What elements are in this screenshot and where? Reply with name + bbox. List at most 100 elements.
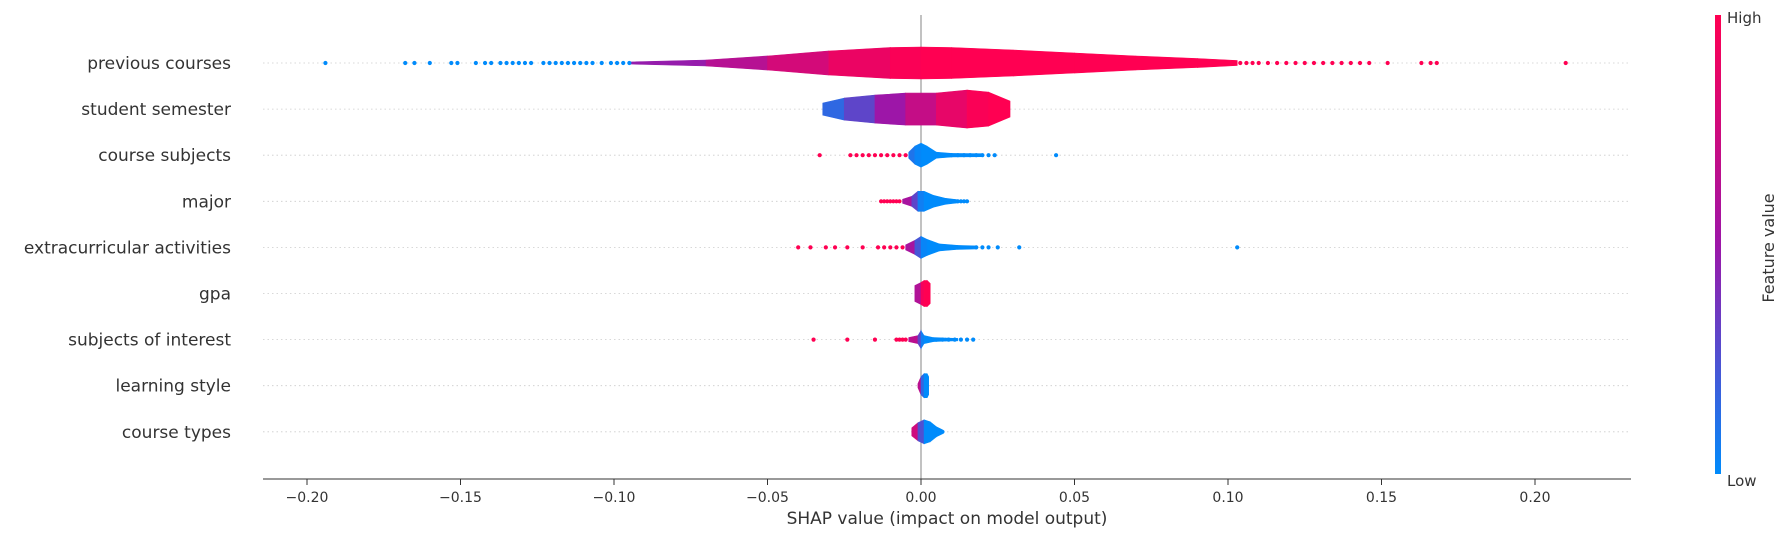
violin-segment — [920, 46, 952, 80]
point-high-extracurricular-activities — [888, 245, 893, 250]
point-high-previous-courses — [1434, 60, 1439, 66]
point-low-major — [964, 199, 970, 204]
violin-segment — [905, 92, 937, 126]
point-low-previous-courses — [621, 60, 626, 66]
feature-label-course-types: course types — [122, 423, 231, 443]
x-axis: −0.20 −0.15 −0.10 −0.05 0.00 0.05 0.10 0.15 0.20 — [263, 478, 1631, 506]
colorbar-low-label: Low — [1727, 472, 1757, 490]
point-high-extracurricular-activities — [823, 245, 828, 250]
point-low-previous-courses — [590, 60, 595, 66]
point-low-previous-courses — [627, 60, 632, 66]
violin-extracurricular-activities — [905, 235, 977, 259]
point-low-course-subjects — [955, 153, 960, 158]
feature-label-extracurricular-activities: extracurricular activities — [24, 238, 231, 258]
point-low-course-types — [937, 429, 942, 434]
point-high-subjects-of-interest — [894, 337, 899, 342]
violin-segment — [911, 190, 919, 212]
point-high-previous-courses — [1339, 60, 1344, 66]
point-high-previous-courses — [1302, 60, 1307, 66]
point-low-previous-courses — [504, 60, 509, 66]
violin-segment — [929, 421, 937, 443]
violin-segment — [908, 145, 916, 165]
point-low-previous-courses — [473, 60, 478, 66]
point-high-subjects-of-interest — [903, 337, 908, 342]
point-high-course-subjects — [866, 153, 871, 158]
point-low-course-subjects — [949, 153, 954, 158]
feature-label-course-subjects: course subjects — [98, 146, 231, 166]
violin-segment — [923, 190, 934, 212]
violin-segment — [932, 194, 946, 208]
point-high-extracurricular-activities — [808, 245, 813, 250]
violin-major — [902, 190, 959, 212]
point-low-subjects-of-interest — [971, 337, 976, 342]
x-tick-label: −0.20 — [286, 490, 329, 506]
point-high-extracurricular-activities — [845, 245, 850, 250]
outlier-points — [323, 60, 1568, 434]
point-high-previous-courses — [1367, 60, 1372, 66]
x-tick-label: −0.15 — [439, 490, 482, 506]
point-high-major — [891, 199, 896, 204]
point-high-previous-courses — [1250, 60, 1255, 66]
point-low-extracurricular-activities — [1017, 245, 1022, 250]
x-tick-label: 0.20 — [1519, 490, 1550, 506]
point-low-previous-courses — [412, 60, 417, 66]
violin-segment — [874, 92, 906, 126]
point-high-subjects-of-interest — [872, 337, 878, 342]
point-high-subjects-of-interest — [845, 337, 850, 342]
violin-course-types — [911, 419, 943, 445]
point-high-course-subjects — [817, 153, 822, 158]
point-low-previous-courses — [578, 60, 583, 66]
point-low-course-subjects — [961, 153, 967, 158]
violin-gpa — [914, 279, 931, 308]
point-low-previous-courses — [427, 60, 432, 66]
point-high-extracurricular-activities — [882, 245, 887, 250]
point-low-previous-courses — [510, 60, 515, 66]
point-low-course-subjects — [1053, 153, 1059, 158]
point-high-previous-courses — [1428, 60, 1433, 66]
feature-label-previous-courses: previous courses — [87, 54, 231, 74]
violin-segment — [890, 46, 922, 80]
point-low-subjects-of-interest — [940, 337, 945, 342]
violin-segment — [926, 238, 940, 256]
point-low-course-subjects — [974, 153, 979, 158]
point-low-previous-courses — [516, 60, 521, 66]
point-low-extracurricular-activities — [986, 245, 991, 250]
point-low-previous-courses — [482, 60, 488, 66]
point-low-previous-courses — [584, 60, 589, 66]
point-low-course-types — [940, 429, 945, 434]
point-high-major — [894, 199, 899, 204]
violin-segment — [914, 282, 922, 305]
point-high-previous-courses — [1265, 60, 1271, 66]
x-tick-label: 0.10 — [1212, 490, 1243, 506]
point-high-previous-courses — [1385, 60, 1390, 66]
violin-segment — [914, 235, 922, 259]
point-high-course-subjects — [860, 153, 865, 158]
point-low-subjects-of-interest — [946, 337, 951, 342]
violin-segment — [828, 47, 891, 79]
point-high-previous-courses — [1238, 60, 1243, 66]
point-low-major — [961, 199, 967, 204]
point-high-extracurricular-activities — [860, 245, 865, 250]
point-low-course-subjects — [937, 153, 942, 158]
point-low-previous-courses — [559, 60, 564, 66]
violin-segment — [917, 329, 922, 350]
violin-segment — [951, 47, 1014, 79]
violin-segment — [917, 191, 925, 212]
violin-segment — [923, 373, 928, 398]
point-high-previous-courses — [1563, 60, 1568, 66]
violin-segment — [923, 280, 928, 307]
x-tick-label: −0.05 — [746, 490, 789, 506]
point-high-extracurricular-activities — [875, 245, 881, 250]
colorbar-title: Feature value — [1759, 193, 1778, 302]
point-low-course-subjects — [943, 153, 948, 158]
point-high-previous-courses — [1348, 60, 1353, 66]
feature-label-student-semester: student semester — [81, 100, 231, 120]
point-low-extracurricular-activities — [995, 245, 1000, 250]
violin-segment — [629, 59, 707, 67]
violin-segment — [966, 89, 989, 129]
violin-student-semester — [822, 89, 1011, 129]
feature-label-learning-style: learning style — [115, 377, 231, 397]
point-high-course-subjects — [854, 153, 859, 158]
